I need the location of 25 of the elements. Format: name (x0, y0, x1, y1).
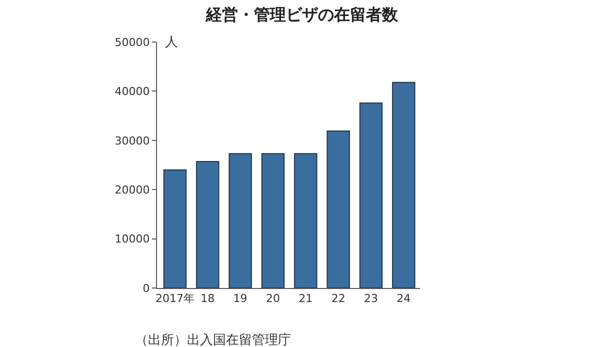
bar (261, 153, 285, 288)
chart-title: 経営・管理ビザの在留者数 (205, 4, 399, 24)
y-tick-label: 10000 (114, 232, 150, 246)
bar (228, 153, 252, 288)
bar (359, 102, 383, 288)
bar (294, 153, 318, 288)
text: （出所）出入国在留管理庁 (135, 332, 291, 347)
y-tick-label: 20000 (114, 183, 150, 196)
y-tick-label: 30000 (114, 134, 150, 148)
bar (196, 161, 220, 288)
annotation: 人 (165, 35, 178, 50)
bar (392, 82, 416, 288)
y-tick-label: 40000 (114, 85, 150, 98)
bar (326, 130, 350, 288)
x-tick-label: 24 (396, 292, 411, 306)
x-tick-label: 20 (266, 292, 280, 306)
x-tick-label: 19 (233, 292, 248, 306)
bar (163, 169, 187, 288)
y-tick-label: 0 (142, 282, 150, 295)
x-tick-label: 18 (200, 292, 215, 306)
x-tick-label: 22 (331, 292, 346, 306)
x-tick-label: 2017年 (155, 292, 194, 306)
y-tick-label: 50000 (114, 36, 150, 49)
x-tick-label: 23 (364, 292, 378, 306)
x-tick-label: 21 (298, 292, 313, 306)
